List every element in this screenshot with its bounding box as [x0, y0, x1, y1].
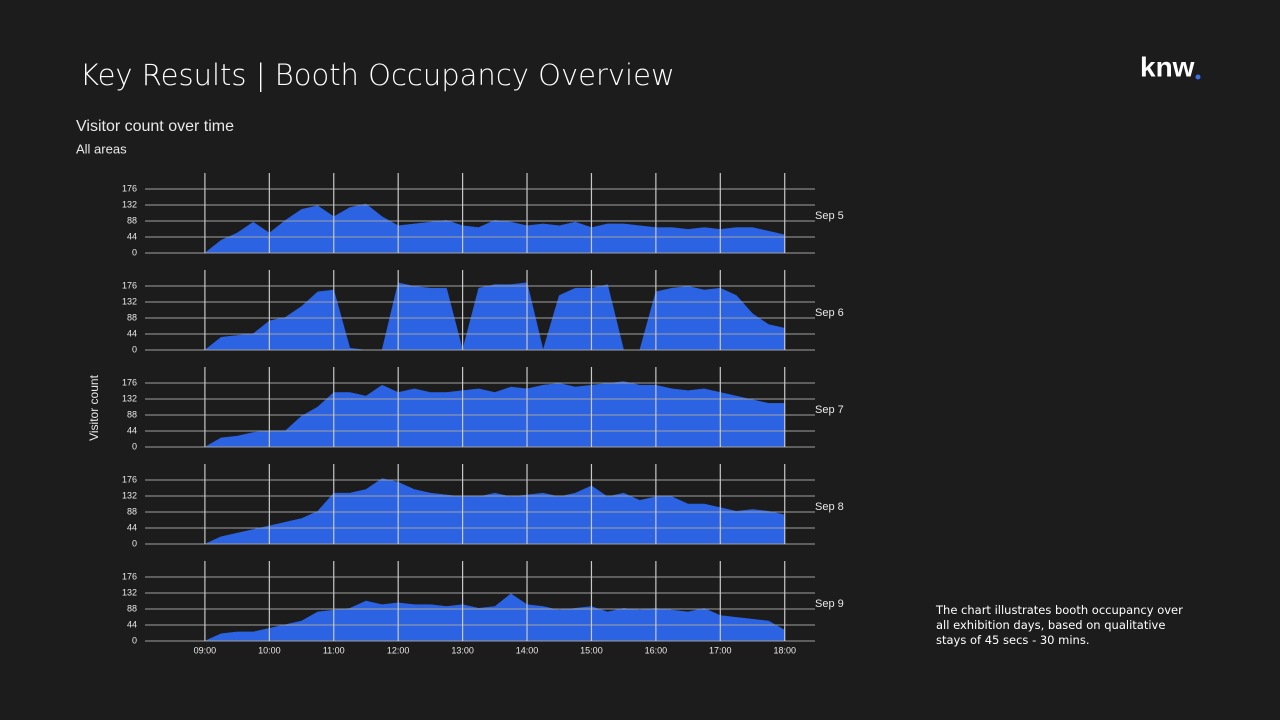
- note: The chart illustrates booth occupancy ov…: [936, 603, 1183, 647]
- y-tick-label: 132: [122, 587, 137, 597]
- y-tick-label: 44: [127, 231, 137, 241]
- y-tick-label: 88: [127, 506, 137, 516]
- y-tick-label: 44: [127, 522, 137, 532]
- area: [156, 203, 785, 254]
- y-tick-label: 0: [132, 441, 137, 451]
- y-tick-label: 176: [122, 377, 137, 387]
- panel-label: Sep 8: [815, 501, 844, 513]
- y-tick-label: 88: [127, 603, 137, 613]
- y-tick-label: 44: [127, 328, 137, 338]
- y-tick-label: 88: [127, 312, 137, 322]
- panel-label: Sep 6: [815, 307, 844, 319]
- panel-label: Sep 9: [815, 598, 844, 610]
- area: [156, 282, 785, 351]
- y-tick-label: 44: [127, 425, 137, 435]
- slide-title: Key Results | Booth Occupancy Overview: [80, 58, 675, 92]
- area: [156, 381, 785, 448]
- logo: knw: [1140, 51, 1195, 82]
- chart-subtitle: All areas: [76, 141, 127, 156]
- x-tick-label: 14:00: [516, 645, 539, 655]
- x-tick-label: 17:00: [709, 645, 732, 655]
- y-axis-label: Visitor count: [87, 374, 101, 440]
- x-tick-label: 11:00: [323, 645, 345, 655]
- panel-label: Sep 7: [815, 404, 844, 416]
- y-tick-label: 132: [122, 199, 137, 209]
- y-tick-label: 132: [122, 490, 137, 500]
- x-tick-label: 16:00: [645, 645, 668, 655]
- y-tick-label: 0: [132, 538, 137, 548]
- y-tick-label: 176: [122, 280, 137, 290]
- y-tick-label: 0: [132, 344, 137, 354]
- x-tick-label: 09:00: [194, 645, 217, 655]
- area: [156, 478, 785, 545]
- x-tick-label: 18:00: [773, 645, 796, 655]
- y-tick-label: 0: [132, 247, 137, 257]
- x-tick-label: 12:00: [387, 645, 410, 655]
- y-tick-label: 88: [127, 409, 137, 419]
- y-tick-label: 88: [127, 215, 137, 225]
- logo-dot: [1195, 74, 1201, 80]
- chart-title: Visitor count over time: [76, 118, 234, 135]
- x-tick-label: 10:00: [258, 645, 281, 655]
- x-tick-label: 15:00: [580, 645, 603, 655]
- y-tick-label: 132: [122, 393, 137, 403]
- y-tick-label: 176: [122, 474, 137, 484]
- panel-label: Sep 5: [815, 210, 844, 222]
- y-tick-label: 176: [122, 183, 137, 193]
- y-tick-label: 132: [122, 296, 137, 306]
- y-tick-label: 0: [132, 635, 137, 645]
- x-tick-label: 13:00: [451, 645, 474, 655]
- y-tick-label: 44: [127, 619, 137, 629]
- area: [156, 593, 785, 642]
- y-tick-label: 176: [122, 571, 137, 581]
